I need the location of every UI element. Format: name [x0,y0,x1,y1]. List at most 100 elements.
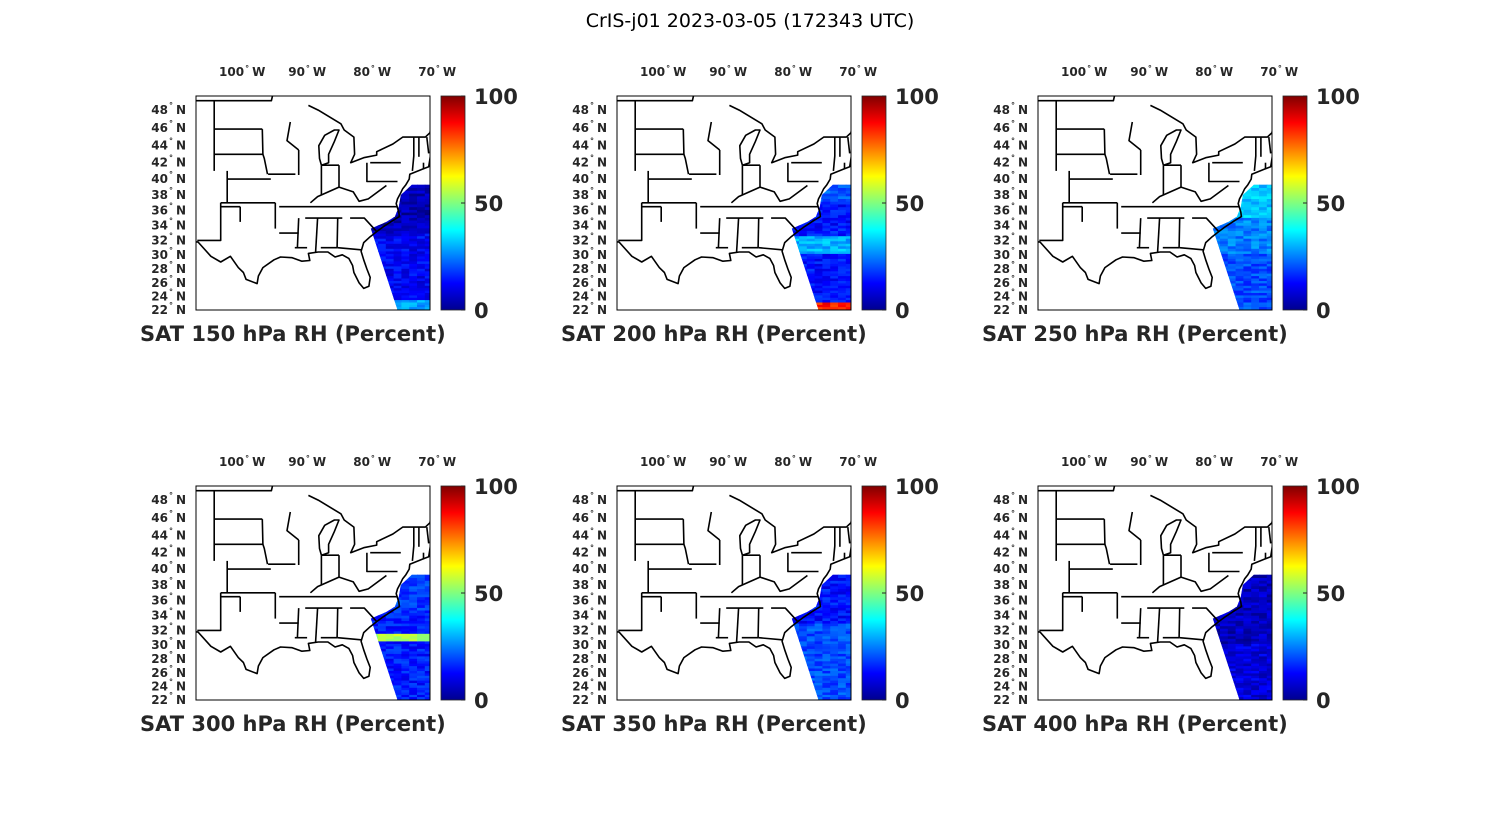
degree-symbol: ° [590,154,594,163]
lat-tick-hemisphere: N [1018,666,1028,680]
lon-tick-hemisphere: W [1155,455,1168,469]
rh-pixel [838,214,847,218]
lat-tick-value: 38 [572,578,589,592]
degree-symbol: ° [666,454,670,463]
rh-pixel [1266,217,1272,221]
degree-symbol: ° [590,301,594,310]
rh-pixel [838,285,847,289]
rh-pixel [393,612,402,616]
lat-tick-value: 40 [993,562,1010,576]
rh-pixel [378,222,387,226]
rh-pixel [814,297,823,301]
degree-symbol: ° [1011,288,1015,297]
lat-tick-label: 24° N [993,678,1028,694]
rh-pixel [814,670,823,674]
rh-pixel [1235,687,1244,691]
degree-symbol: ° [306,64,310,73]
rh-pixel [838,294,847,298]
rh-pixel [401,220,410,224]
rh-pixel [838,250,847,254]
great-lakes-border [1150,104,1272,164]
rh-pixel [378,628,387,632]
lat-tick-label: 42° N [993,544,1028,560]
rh-pixel [838,304,847,308]
rh-pixel [1251,620,1260,624]
state-boundary [1128,121,1142,151]
rh-pixel [845,653,851,657]
rh-pixel [409,280,418,284]
rh-pixel [838,635,847,639]
rh-pixel [424,278,430,281]
rh-pixel [822,287,831,291]
rh-pixel [1220,650,1229,654]
rh-pixel [838,260,847,264]
rh-pixel [838,607,847,611]
rh-pixel [814,214,823,218]
rh-pixel [417,585,426,589]
rh-pixel [417,217,426,221]
rh-pixel [1251,290,1260,293]
state-boundary [261,129,269,175]
rh-pixel [1259,615,1268,619]
colorbar-tick-label: 0 [474,299,489,323]
rh-pixel [806,265,816,269]
rh-pixel [1243,615,1252,619]
rh-pixel [1235,299,1244,303]
degree-symbol: ° [1213,64,1217,73]
rh-pixel [1259,230,1268,234]
rh-pixel [370,238,379,242]
rh-pixel [1266,604,1272,608]
rh-pixel [830,687,839,691]
state-boundary [426,527,430,544]
rh-pixel [830,198,839,202]
rh-pixel [814,258,823,262]
rh-pixel [806,275,816,279]
rh-pixel [1243,658,1252,662]
degree-symbol: ° [590,509,594,518]
lon-tick-hemisphere: W [799,65,812,79]
lat-tick-hemisphere: N [1018,578,1028,592]
rh-pixel [830,248,839,252]
rh-pixel [1251,304,1260,308]
rh-pixel [830,195,839,199]
rh-pixel [822,625,831,629]
lon-tick-label: 100° W [219,64,265,79]
rh-pixel [1235,643,1244,647]
rh-pixel [1227,623,1237,627]
rh-pixel [845,258,851,262]
rh-pixel [1220,233,1229,237]
rh-pixel [424,270,430,274]
rh-pixel [409,617,418,621]
lon-tick-label: 100° W [640,454,686,469]
rh-pixel [401,280,410,284]
state-boundary [682,129,690,175]
rh-pixel [830,275,839,279]
lon-tick-value: 70 [1260,65,1277,79]
rh-pixel [378,227,387,231]
rh-pixel [845,633,851,637]
rh-pixel [385,615,395,619]
rh-pixel [1266,677,1272,681]
rh-pixel [838,610,847,614]
rh-pixel [417,645,426,649]
rh-pixel [814,294,823,298]
rh-pixel [814,645,823,649]
rh-pixel [1259,190,1268,194]
rh-pixel [417,282,426,286]
rh-pixel [845,660,851,664]
lat-tick-label: 26° N [572,274,607,290]
lon-tick-hemisphere: W [1220,65,1233,79]
rh-pixel [424,574,430,576]
rh-pixel [409,591,418,595]
colorbar-tick-label: 50 [1316,192,1345,216]
lat-tick-hemisphere: N [1018,103,1028,117]
lat-tick-value: 38 [993,188,1010,202]
rh-pixel [401,658,410,662]
rh-pixel [417,628,426,632]
rh-pixel [806,620,816,624]
rh-pixel [1235,292,1244,296]
degree-symbol: ° [792,454,796,463]
degree-symbol: ° [1011,202,1015,211]
state-boundary [771,607,799,623]
degree-symbol: ° [1011,607,1015,616]
